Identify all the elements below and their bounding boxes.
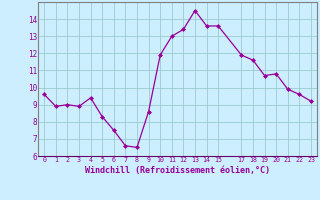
X-axis label: Windchill (Refroidissement éolien,°C): Windchill (Refroidissement éolien,°C) bbox=[85, 166, 270, 175]
